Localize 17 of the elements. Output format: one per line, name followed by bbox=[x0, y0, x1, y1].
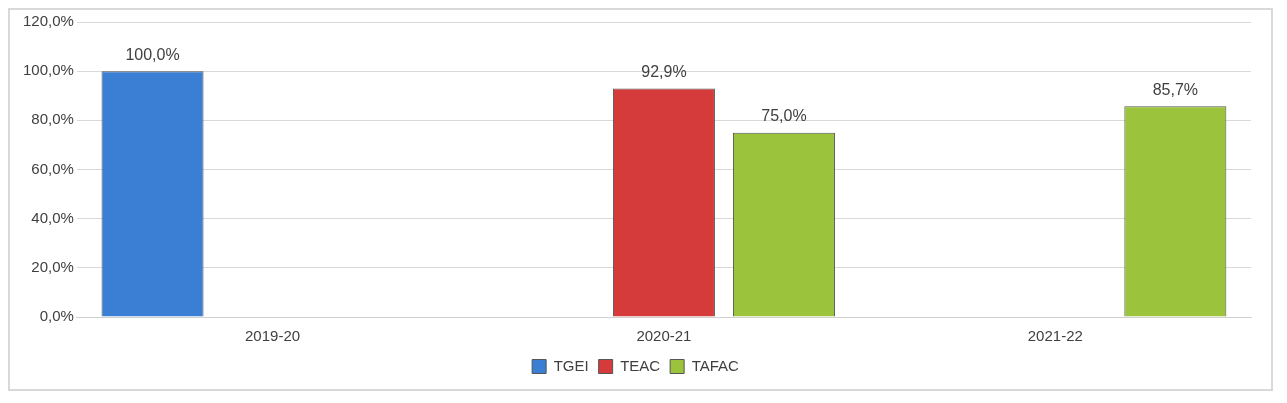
x-tick-label: 2020-21 bbox=[636, 327, 692, 345]
data-label: 85,7% bbox=[1152, 80, 1199, 98]
y-tick-label: 20,0% bbox=[31, 257, 74, 275]
y-tick-label: 40,0% bbox=[31, 208, 74, 226]
x-tick-label: 2021-22 bbox=[1027, 327, 1083, 345]
data-label: 92,9% bbox=[641, 63, 687, 81]
data-label: 100,0% bbox=[125, 45, 180, 63]
data-label: 75,0% bbox=[761, 107, 807, 125]
y-tick-label: 0,0% bbox=[39, 307, 74, 325]
y-tick-label: 100,0% bbox=[23, 61, 74, 79]
y-tick-label: 60,0% bbox=[31, 159, 74, 177]
y-tick-label: 120,0% bbox=[23, 12, 74, 30]
legend-label: TAFAC bbox=[691, 356, 740, 374]
legend-label: TGEI bbox=[553, 356, 589, 374]
y-tick-label: 80,0% bbox=[31, 110, 74, 128]
legend-label: TEAC bbox=[620, 356, 661, 374]
x-tick-label: 2019-20 bbox=[245, 327, 301, 345]
